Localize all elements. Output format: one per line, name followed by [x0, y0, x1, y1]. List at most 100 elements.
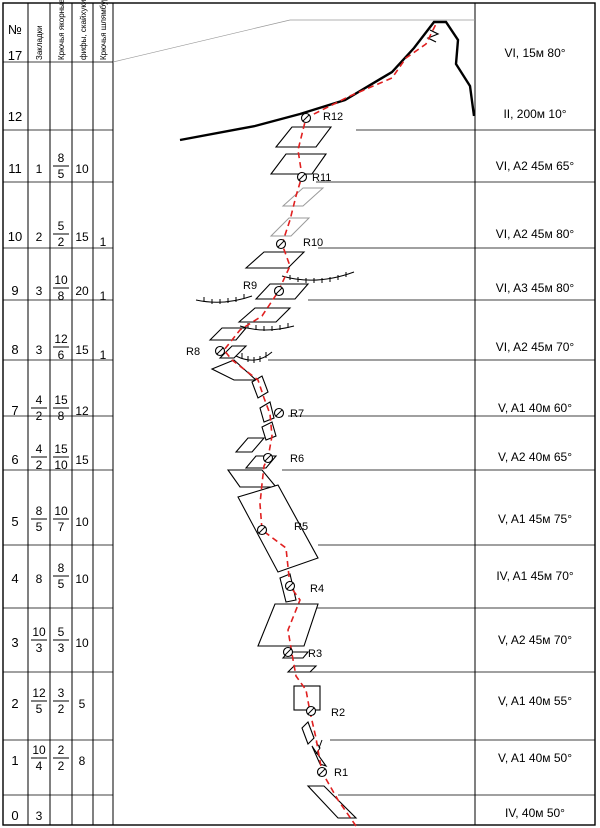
yakornye-fraction-denominator: 5 [58, 577, 65, 591]
pitch-number: 10 [8, 229, 22, 244]
yakornye-fraction-denominator: 7 [58, 520, 65, 534]
yakornye-fraction-denominator: 3 [58, 641, 65, 655]
zakladki-fraction-numerator: 12 [32, 686, 46, 700]
yakornye-fraction-denominator: 8 [58, 409, 65, 423]
pitch-number: 2 [11, 696, 18, 711]
header-guide-lines [3, 20, 475, 62]
pitch-number: 6 [11, 452, 18, 467]
fify-count: 10 [75, 636, 89, 650]
zakladki-fraction-denominator: 3 [36, 641, 43, 655]
pitch-number: 5 [11, 514, 18, 529]
zakladki-fraction-numerator: 8 [36, 504, 43, 518]
belay-label: R12 [323, 111, 343, 123]
pitch-number: 4 [11, 571, 18, 586]
pitch-description: VI, A2 45м 70° [496, 340, 575, 354]
belay-label: R4 [310, 583, 324, 595]
pitch-description: V, A2 40м 65° [498, 450, 572, 464]
pitch-number: 8 [11, 342, 18, 357]
zakladki-count: 2 [36, 230, 43, 244]
header-zakladki: Закладки [35, 25, 44, 60]
yakornye-fraction-numerator: 8 [58, 561, 65, 575]
yakornye-fraction-denominator: 2 [58, 235, 65, 249]
pitch-number: 17 [8, 48, 22, 63]
pitch-description: V, A1 40м 55° [498, 694, 572, 708]
fify-count: 10 [75, 162, 89, 176]
zakladki-count: 3 [36, 809, 43, 823]
belay-label: R3 [308, 648, 322, 660]
yakornye-fraction-denominator: 10 [54, 458, 68, 472]
yakornye-fraction-denominator: 2 [58, 702, 65, 716]
belay-label: R11 [312, 172, 331, 184]
pitch-description: V, A1 40м 60° [498, 401, 572, 415]
pitch-description: V, A1 45м 75° [498, 512, 572, 526]
zakladki-fraction-denominator: 5 [36, 702, 43, 716]
yakornye-fraction-denominator: 5 [58, 167, 65, 181]
pitch-number: 7 [11, 403, 18, 418]
yakornye-fraction-numerator: 15 [54, 393, 68, 407]
header-yakornye: Крючья якорные [57, 0, 66, 60]
pitch-number: 11 [8, 161, 22, 176]
zakladki-fraction-denominator: 4 [36, 759, 43, 773]
header-fify: фифы, скайхуки [79, 0, 88, 60]
pitch-number: 12 [8, 109, 22, 124]
fify-count: 10 [75, 515, 89, 529]
pitch-description: V, A1 40м 50° [498, 751, 572, 765]
fify-count: 12 [75, 404, 89, 418]
pitch-description: IV, 40м 50° [505, 806, 565, 820]
header-number: № [8, 22, 22, 37]
fify-count: 5 [79, 697, 86, 711]
zakladki-fraction-numerator: 4 [36, 442, 43, 456]
fify-count: 15 [75, 453, 89, 467]
zakladki-count: 3 [36, 343, 43, 357]
zakladki-fraction-denominator: 2 [36, 458, 43, 472]
fify-count: 15 [75, 343, 89, 357]
pitch-description: VI, A2 45м 65° [496, 159, 575, 173]
pitch-number: 0 [11, 808, 18, 823]
belay-label: R2 [331, 707, 345, 719]
yakornye-fraction-numerator: 8 [58, 151, 65, 165]
yakornye-fraction-numerator: 3 [58, 686, 65, 700]
fify-count: 10 [75, 572, 89, 586]
pitch-description: II, 200м 10° [503, 107, 566, 121]
belay-label: R9 [243, 280, 257, 292]
shlyamburnye-count: 1 [100, 235, 107, 249]
yakornye-fraction-denominator: 6 [58, 348, 65, 362]
fify-count: 20 [75, 284, 89, 298]
header-shlyamburnye: Крючья шлямбурные [99, 0, 108, 60]
belay-label: R7 [290, 408, 304, 420]
yakornye-fraction-numerator: 15 [54, 442, 68, 456]
yakornye-fraction-numerator: 12 [54, 332, 68, 346]
pitch-description: VI, A2 45м 80° [496, 227, 575, 241]
zakladki-count: 1 [36, 162, 43, 176]
belay-label: R8 [186, 346, 200, 358]
pitch-number: 9 [11, 283, 18, 298]
shlyamburnye-count: 1 [100, 289, 107, 303]
fify-count: 8 [79, 754, 86, 768]
belay-label: R10 [303, 237, 323, 249]
pitch-description: VI, 15м 80° [504, 46, 565, 60]
shlyamburnye-count: 1 [100, 348, 107, 362]
pitch-description: IV, A1 45м 70° [496, 569, 574, 583]
zakladki-fraction-numerator: 4 [36, 393, 43, 407]
zakladki-fraction-numerator: 10 [32, 743, 46, 757]
yakornye-fraction-denominator: 8 [58, 289, 65, 303]
belay-label: R6 [290, 453, 304, 465]
yakornye-fraction-numerator: 2 [58, 743, 65, 757]
zakladki-fraction-denominator: 2 [36, 409, 43, 423]
zakladki-fraction-numerator: 10 [32, 625, 46, 639]
yakornye-fraction-numerator: 10 [54, 504, 68, 518]
route-line [224, 24, 436, 826]
pitch-number: 3 [11, 635, 18, 650]
belay-stations: R1 R2 R3 R4 R5 R6 R7 R8 R9 R10 R11 R12 [186, 111, 348, 779]
fify-count: 15 [75, 230, 89, 244]
yakornye-fraction-numerator: 5 [58, 625, 65, 639]
belay-label: R5 [294, 521, 308, 533]
belay-label: R1 [334, 767, 348, 779]
yakornye-fraction-numerator: 5 [58, 219, 65, 233]
yakornye-fraction-numerator: 10 [54, 273, 68, 287]
zakladki-count: 8 [36, 572, 43, 586]
pitch-number: 1 [11, 753, 18, 768]
zakladki-fraction-denominator: 5 [36, 520, 43, 534]
zakladki-count: 3 [36, 284, 43, 298]
